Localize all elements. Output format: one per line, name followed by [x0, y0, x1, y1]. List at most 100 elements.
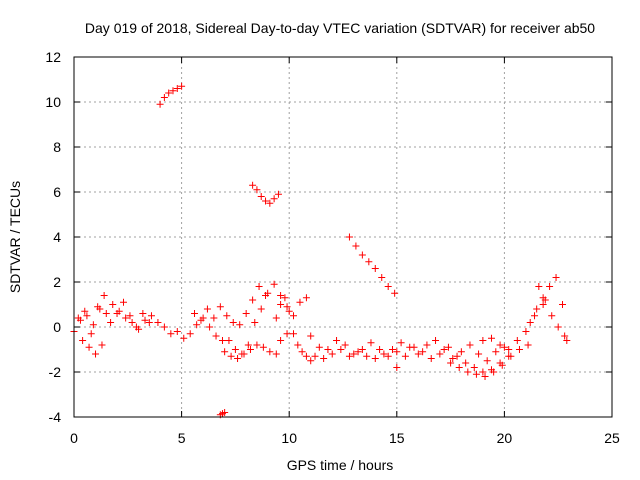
data-point — [358, 346, 366, 353]
data-point — [436, 350, 444, 358]
data-point — [449, 355, 457, 362]
data-point — [563, 337, 571, 344]
data-point — [126, 312, 134, 320]
data-point — [109, 301, 117, 308]
data-point — [193, 321, 201, 329]
data-point — [85, 343, 93, 351]
data-point — [363, 352, 371, 360]
data-point — [113, 310, 121, 317]
data-point — [154, 319, 162, 326]
data-point — [223, 312, 231, 320]
data-point — [302, 352, 310, 360]
data-point — [102, 310, 110, 317]
data-point — [283, 303, 291, 311]
data-point — [457, 348, 465, 356]
grid-lines — [74, 57, 612, 417]
y-axis-label: SDTVAR / TECUs — [7, 181, 23, 293]
data-point — [246, 346, 254, 353]
data-point — [391, 289, 399, 297]
data-point — [173, 328, 181, 335]
data-point — [272, 350, 280, 358]
data-point — [533, 305, 541, 313]
data-point — [74, 314, 82, 322]
data-point — [513, 337, 521, 344]
data-point — [388, 346, 396, 353]
data-point — [541, 296, 549, 304]
data-point — [94, 303, 102, 311]
series-arc-14 — [311, 346, 396, 362]
data-point — [160, 323, 168, 331]
series-arc-20 — [535, 283, 569, 340]
data-point — [487, 334, 495, 342]
series-arc-2 — [74, 292, 153, 338]
data-point — [277, 292, 285, 299]
data-point — [173, 85, 181, 92]
data-point — [535, 283, 543, 290]
data-point — [132, 323, 140, 331]
y-tick-label: 6 — [53, 184, 61, 200]
data-point — [272, 314, 280, 322]
series-arc-10 — [272, 294, 315, 365]
data-point — [147, 312, 155, 320]
data-point — [210, 314, 218, 322]
data-point — [270, 195, 278, 203]
data-point — [479, 337, 487, 344]
data-point — [324, 346, 332, 353]
data-point — [307, 357, 315, 365]
series-arc-6 — [191, 283, 270, 329]
data-point — [89, 321, 97, 329]
data-point — [119, 298, 127, 306]
data-point — [270, 280, 278, 288]
data-point — [380, 350, 388, 358]
data-point — [100, 292, 108, 299]
data-point — [285, 307, 293, 315]
data-point — [92, 350, 100, 358]
data-point — [552, 274, 560, 281]
data-point — [498, 361, 506, 369]
data-point — [197, 316, 205, 324]
data-point — [281, 294, 289, 302]
data-point — [548, 312, 556, 320]
data-point — [307, 332, 315, 340]
data-point — [393, 364, 401, 371]
data-point — [165, 89, 173, 97]
data-point — [231, 346, 239, 353]
data-point — [242, 310, 250, 317]
y-tick-label: 10 — [45, 94, 61, 110]
data-point — [257, 305, 265, 313]
data-point — [393, 348, 401, 356]
data-point — [419, 348, 427, 356]
series-arc-3 — [79, 337, 106, 358]
series-arc-16 — [397, 337, 508, 365]
data-point — [440, 346, 448, 353]
data-point — [444, 343, 452, 351]
data-point — [290, 312, 298, 320]
data-point — [427, 355, 435, 362]
x-axis-label: GPS time / hours — [287, 457, 394, 473]
data-point — [378, 274, 386, 281]
data-point — [178, 82, 186, 90]
data-point — [367, 339, 375, 347]
chart-title: Day 019 of 2018, Sidereal Day-to-day VTE… — [85, 20, 595, 36]
data-point — [227, 352, 235, 360]
data-point — [401, 352, 409, 360]
data-point — [524, 341, 532, 349]
data-point — [384, 352, 392, 360]
data-point — [423, 341, 431, 349]
data-point — [128, 319, 136, 326]
data-point — [365, 258, 373, 266]
data-point — [492, 348, 500, 356]
data-point — [290, 330, 298, 338]
data-point — [283, 330, 291, 338]
data-point — [531, 312, 539, 320]
data-point — [191, 310, 199, 317]
data-point — [244, 341, 252, 349]
data-point — [274, 190, 282, 198]
data-point — [341, 341, 349, 349]
data-point — [432, 337, 440, 344]
data-point — [490, 368, 498, 376]
data-point — [320, 355, 328, 362]
series-arc-8 — [249, 181, 282, 207]
data-point — [475, 350, 483, 358]
